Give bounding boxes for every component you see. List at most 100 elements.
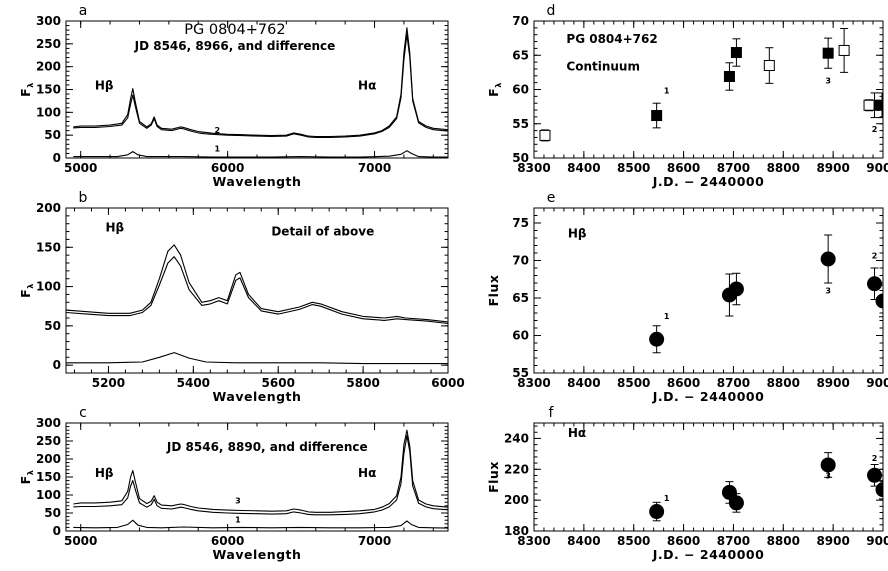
data-point	[763, 60, 775, 72]
x-tick-label: 5600	[262, 376, 295, 390]
y-tick-label: 100	[36, 105, 61, 119]
annotation-hbeta: Hβ	[95, 466, 114, 480]
x-tick-label: 6000	[211, 534, 244, 548]
annotation-halpha: Hα	[358, 466, 376, 480]
x-tick-label: 8400	[567, 534, 600, 548]
x-axis-label: J.D. − 2440000	[652, 389, 765, 404]
panel-label: b	[79, 190, 88, 206]
y-tick-label: 60	[512, 329, 529, 343]
y-tick-label: 100	[36, 280, 61, 294]
y-tick-label: 300	[36, 14, 61, 28]
panel-a: 5000 6000 7000 0 50 100 150 200 250 300 a Wavelengt…	[18, 3, 449, 189]
x-tick-label: 8600	[667, 161, 700, 175]
annotation-title: Hβ	[568, 226, 587, 240]
y-tick-label: 50	[44, 128, 61, 142]
x-tick-label: 8500	[617, 534, 650, 548]
annotation-mark_diff: 1	[215, 145, 221, 154]
data-point	[539, 129, 551, 141]
x-tick-label: 8700	[717, 534, 750, 548]
panel-d: 8300 8400 8500 8600 8700 8800 8900 9000 50 55 60 65…	[486, 3, 888, 189]
plot-area	[73, 27, 448, 158]
x-axis-label: Wavelength	[213, 389, 302, 404]
series-line-diff	[66, 352, 448, 365]
annotation-label1: 1	[664, 312, 670, 321]
x-tick-label: 8500	[617, 161, 650, 175]
annotation-title: JD 8546, 8890, and difference	[166, 440, 368, 454]
x-tick-label: 8600	[667, 376, 700, 390]
data-point	[649, 504, 665, 520]
y-axis-label-subscript: λ	[26, 283, 35, 289]
y-axis-label-subscript: λ	[26, 82, 35, 88]
y-axis-label: Fλ	[18, 82, 35, 97]
annotation-hbeta: Hβ	[105, 221, 124, 235]
x-tick-label: 8400	[567, 376, 600, 390]
panel-c: 5000 6000 7000 0 50 100 150 200 250 300 c Wavelengt…	[18, 405, 449, 562]
x-tick-label: 8300	[517, 161, 550, 175]
x-tick-label: 9000	[866, 161, 888, 175]
data-point	[875, 482, 883, 498]
x-axis-label: J.D. − 2440000	[652, 174, 765, 189]
data-point	[822, 47, 834, 59]
data-point	[867, 467, 883, 483]
x-tick-label: 8800	[767, 534, 800, 548]
annotation-title: Detail of above	[271, 225, 374, 239]
y-tick-label: 50	[512, 151, 529, 165]
y-tick-label: 70	[512, 254, 529, 268]
x-tick-label: 7000	[358, 161, 391, 175]
error-bar	[879, 479, 883, 500]
x-tick-label: 6000	[211, 161, 244, 175]
panel-label: d	[547, 3, 556, 19]
y-tick-label: 55	[512, 117, 529, 131]
x-tick-label: 8800	[767, 376, 800, 390]
y-tick-label: 0	[53, 358, 61, 372]
plot-frame	[65, 207, 449, 374]
annotation-mark_top: 3	[235, 497, 241, 506]
y-tick-label: 50	[44, 319, 61, 333]
series-line-spec2	[66, 256, 448, 325]
panel-label: c	[79, 405, 87, 421]
y-axis-label: Fλ	[18, 470, 35, 485]
y-axis-label: Fλ	[486, 82, 503, 97]
x-axis-label: J.D. − 2440000	[652, 547, 765, 562]
x-tick-label: 6000	[431, 376, 464, 390]
y-tick-label: 150	[36, 470, 61, 484]
annotation-subtitle: JD 8546, 8966, and difference	[134, 39, 336, 53]
y-tick-label: 150	[36, 240, 61, 254]
series-line-spec2	[73, 34, 448, 138]
y-tick-label: 250	[36, 434, 61, 448]
x-tick-label: 8300	[517, 534, 550, 548]
x-tick-label: 8600	[667, 534, 700, 548]
y-tick-label: 55	[512, 366, 529, 380]
y-tick-label: 240	[504, 431, 529, 445]
series-line-diff	[73, 150, 448, 158]
data-point	[728, 281, 744, 297]
x-tick-label: 8500	[617, 376, 650, 390]
y-tick-label: 50	[44, 506, 61, 520]
plot-frame	[533, 422, 884, 532]
y-axis-label-subscript: λ	[494, 82, 503, 88]
series-line-spec1	[73, 429, 448, 513]
annotation-label2: 2	[872, 454, 878, 463]
annotation-hbeta: Hβ	[95, 79, 114, 93]
annotation-title: PG 0804+762	[566, 32, 657, 46]
data-point	[875, 293, 883, 309]
panel-label: f	[549, 405, 555, 421]
data-point	[876, 99, 883, 111]
plot-area	[649, 452, 883, 522]
panel-e: 8300 8400 8500 8600 8700 8800 8900 9000 55 60 65 70…	[486, 190, 888, 404]
y-tick-label: 250	[36, 37, 61, 51]
data-point	[838, 44, 850, 56]
x-tick-label: 8700	[717, 376, 750, 390]
y-axis-label: Fλ	[18, 283, 35, 298]
annotation-mark_top: 2	[215, 126, 221, 135]
y-tick-label: 65	[512, 48, 529, 62]
data-point	[867, 276, 883, 292]
x-tick-label: 5400	[177, 376, 210, 390]
panel-label: a	[79, 3, 88, 19]
x-tick-label: 8900	[816, 161, 849, 175]
y-tick-label: 0	[53, 524, 61, 538]
x-tick-label: 9000	[866, 376, 888, 390]
annotation-title: Hα	[568, 426, 586, 440]
panel-label: e	[547, 190, 556, 206]
